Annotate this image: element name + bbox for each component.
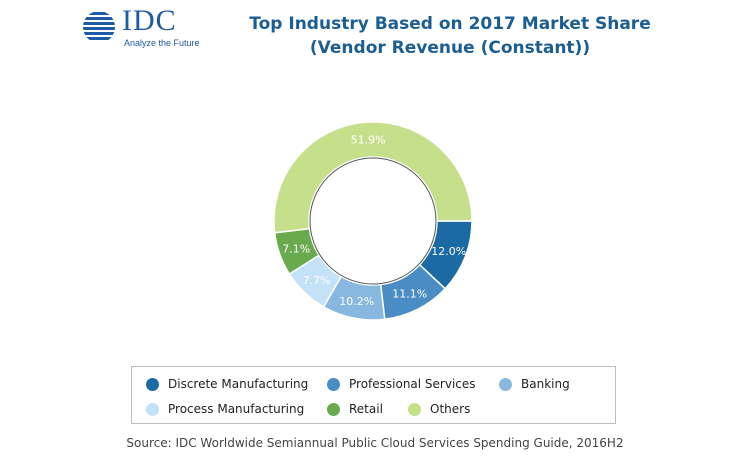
logo-wordmark: IDC [122, 4, 177, 37]
legend-swatch [408, 402, 421, 416]
slice-label: 11.1% [392, 288, 427, 301]
legend-item-others: Others [408, 401, 470, 417]
legend-item-professional-services: Professional Services [327, 376, 476, 392]
donut-hole [309, 157, 437, 285]
source-note: Source: IDC Worldwide Semiannual Public … [126, 436, 624, 450]
slice-labels: 12.0% 11.1% 10.2% 7.7% 7.1% 51.9% [282, 134, 466, 308]
donut-slices [273, 121, 473, 321]
legend-item-discrete-manufacturing: Discrete Manufacturing [146, 376, 308, 392]
slice-label: 7.1% [282, 242, 310, 255]
legend-swatch [327, 377, 340, 391]
slice-label: 7.7% [303, 274, 331, 287]
legend-label: Banking [521, 377, 570, 391]
legend-label: Others [430, 402, 471, 416]
idc-logo: IDC Analyze the Future [80, 4, 220, 50]
globe-icon [83, 12, 115, 40]
legend-label: Professional Services [349, 377, 476, 391]
slice-others [273, 121, 473, 234]
legend-swatch [499, 377, 512, 391]
slice-label: 10.2% [339, 295, 374, 308]
legend-label: Discrete Manufacturing [168, 377, 309, 391]
legend-label: Retail [349, 402, 383, 416]
legend-label: Process Manufacturing [168, 402, 305, 416]
legend-swatch [146, 402, 159, 416]
chart-legend: Discrete Manufacturing Professional Servi… [131, 366, 616, 424]
legend-swatch [146, 377, 159, 391]
chart-title: Top Industry Based on 2017 Market Share … [249, 14, 651, 58]
slice-label: 12.0% [431, 245, 466, 258]
legend-swatch [327, 402, 340, 416]
legend-item-banking: Banking [499, 376, 570, 392]
slice-label: 51.9% [351, 134, 386, 147]
legend-item-retail: Retail [327, 401, 383, 417]
logo-tagline: Analyze the Future [124, 38, 200, 48]
legend-item-process-manufacturing: Process Manufacturing [146, 401, 304, 417]
